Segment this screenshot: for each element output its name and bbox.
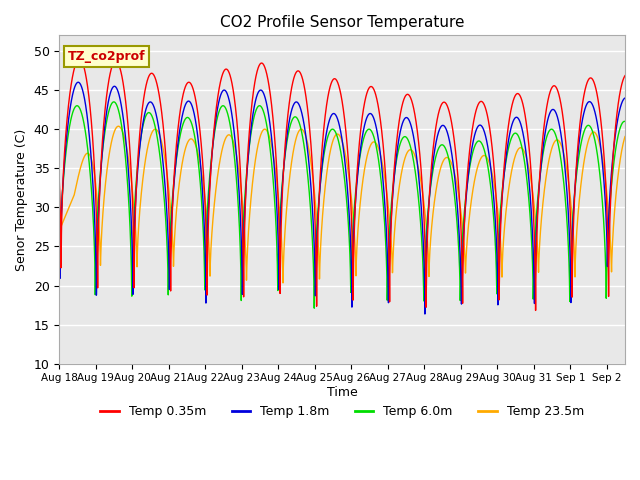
Legend: Temp 0.35m, Temp 1.8m, Temp 6.0m, Temp 23.5m: Temp 0.35m, Temp 1.8m, Temp 6.0m, Temp 2… [95, 400, 589, 423]
X-axis label: Time: Time [327, 386, 358, 399]
Title: CO2 Profile Sensor Temperature: CO2 Profile Sensor Temperature [220, 15, 465, 30]
Text: TZ_co2prof: TZ_co2prof [68, 50, 145, 63]
Y-axis label: Senor Temperature (C): Senor Temperature (C) [15, 129, 28, 271]
